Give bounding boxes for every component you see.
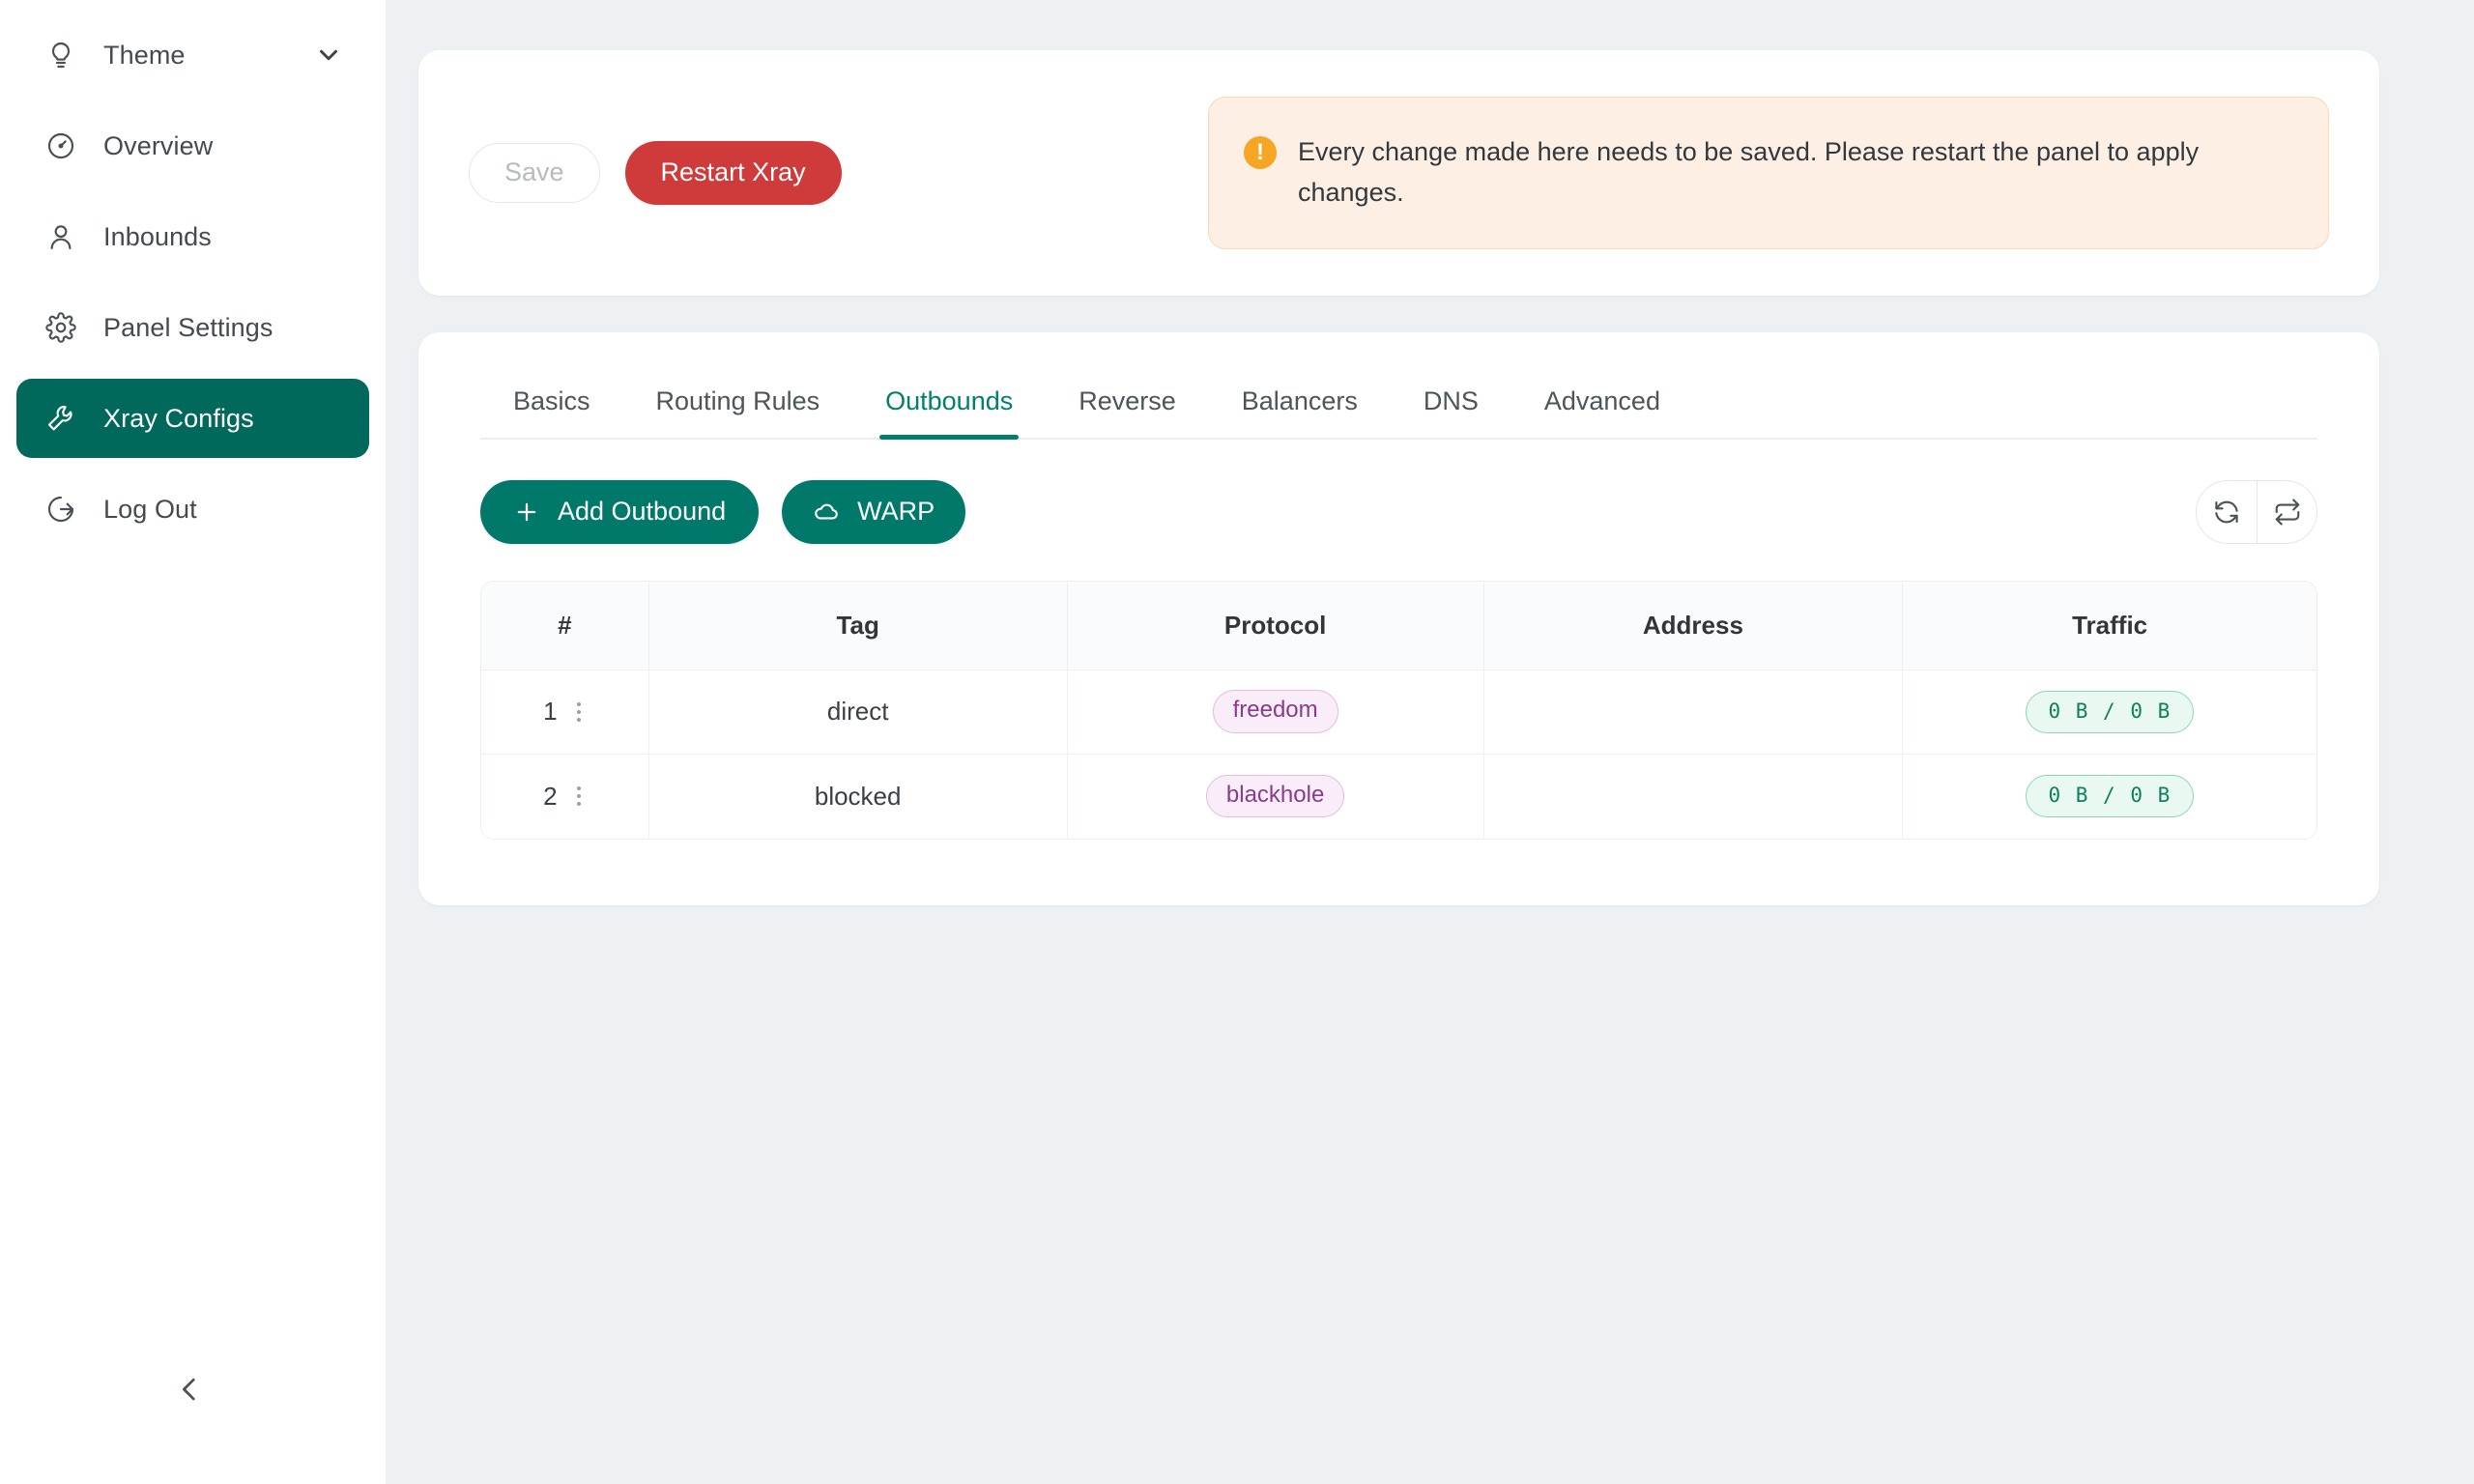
row-number: 2: [543, 781, 558, 811]
traffic-badge: 0 B / 0 B: [2026, 690, 2194, 733]
config-tabs: Basics Routing Rules Outbounds Reverse B…: [480, 332, 2317, 440]
cell-traffic: 0 B / 0 B: [1903, 670, 2316, 755]
repeat-swap-icon[interactable]: [2257, 480, 2316, 543]
outbounds-toolbar: Add Outbound WARP: [480, 479, 2317, 544]
sidebar: Theme Overview: [0, 0, 386, 1484]
cell-traffic: 0 B / 0 B: [1903, 754, 2316, 839]
gear-icon: [43, 309, 79, 346]
column-header-address[interactable]: Address: [1483, 581, 1904, 671]
sidebar-item-label: Xray Configs: [103, 403, 254, 433]
xray-configs-panel: Basics Routing Rules Outbounds Reverse B…: [418, 331, 2379, 905]
chevron-left-icon: [173, 1373, 206, 1411]
table-head: # Tag Protocol Address Traffic: [481, 581, 2316, 671]
vertical-dots-icon[interactable]: [571, 699, 587, 726]
save-button[interactable]: Save: [469, 142, 600, 203]
cell-address: [1483, 754, 1904, 839]
main-content: Save Restart Xray ! Every change made he…: [386, 0, 2474, 1484]
alert-message: Every change made here needs to be saved…: [1298, 137, 2200, 207]
cell-tag: blocked: [648, 754, 1068, 839]
sidebar-item-xray-configs[interactable]: Xray Configs: [16, 379, 369, 458]
save-warning-alert: ! Every change made here needs to be sav…: [1208, 97, 2329, 249]
protocol-badge: freedom: [1212, 690, 1338, 733]
bulb-icon: [43, 37, 79, 73]
cell-protocol: blackhole: [1067, 754, 1484, 839]
logout-icon: [43, 491, 79, 528]
tab-reverse[interactable]: Reverse: [1046, 386, 1209, 438]
tab-label: Reverse: [1079, 385, 1176, 415]
column-header-protocol[interactable]: Protocol: [1067, 581, 1484, 671]
row-number: 1: [543, 697, 558, 727]
cell-index: 1: [481, 670, 649, 755]
warp-button[interactable]: WARP: [782, 479, 966, 544]
sidebar-item-inbounds[interactable]: Inbounds: [16, 197, 369, 276]
tab-balancers[interactable]: Balancers: [1209, 386, 1391, 438]
table-actions-group: [2196, 479, 2317, 544]
table-header-row: # Tag Protocol Address Traffic: [481, 581, 2316, 671]
exclamation-circle-icon: !: [1244, 136, 1277, 169]
tab-label: Routing Rules: [655, 385, 820, 415]
sidebar-item-panel-settings[interactable]: Panel Settings: [16, 288, 369, 367]
tab-label: DNS: [1423, 385, 1479, 415]
plus-icon: [513, 499, 540, 526]
tab-label: Advanced: [1543, 385, 1660, 415]
column-header-tag[interactable]: Tag: [648, 581, 1068, 671]
add-outbound-button[interactable]: Add Outbound: [480, 479, 760, 544]
sidebar-item-overview[interactable]: Overview: [16, 106, 369, 186]
cloud-icon: [813, 499, 840, 526]
traffic-badge: 0 B / 0 B: [2026, 775, 2194, 818]
tab-label: Basics: [513, 385, 590, 415]
sidebar-item-label: Log Out: [103, 494, 197, 524]
outbounds-table: # Tag Protocol Address Traffic 1: [480, 580, 2317, 840]
sidebar-item-log-out[interactable]: Log Out: [16, 470, 369, 549]
sidebar-item-label: Overview: [103, 130, 214, 160]
tab-routing-rules[interactable]: Routing Rules: [623, 386, 853, 438]
sidebar-item-label: Panel Settings: [103, 312, 273, 342]
wrench-icon: [43, 400, 79, 437]
sidebar-item-label: Inbounds: [103, 221, 212, 251]
chevron-down-icon[interactable]: [314, 41, 343, 70]
column-header-index[interactable]: #: [481, 581, 649, 671]
cell-protocol: freedom: [1067, 670, 1484, 755]
cell-tag: direct: [648, 670, 1068, 755]
action-bar-card: Save Restart Xray ! Every change made he…: [418, 50, 2379, 296]
sidebar-item-label: Theme: [103, 40, 186, 70]
cell-index: 2: [481, 754, 649, 839]
sidebar-collapse-button[interactable]: [166, 1368, 213, 1414]
tab-outbounds[interactable]: Outbounds: [852, 385, 1046, 440]
user-icon: [43, 218, 79, 255]
tab-label: Outbounds: [885, 385, 1014, 415]
table-body: 1 direct freedom 0 B / 0 B: [481, 670, 2316, 839]
sidebar-nav-list: Theme Overview: [0, 15, 386, 549]
tab-label: Balancers: [1241, 385, 1358, 415]
sync-refresh-icon[interactable]: [2197, 481, 2257, 543]
protocol-badge: blackhole: [1205, 774, 1345, 818]
vertical-dots-icon[interactable]: [571, 783, 587, 810]
warp-label: WARP: [857, 497, 935, 527]
tab-advanced[interactable]: Advanced: [1511, 386, 1693, 438]
tab-basics[interactable]: Basics: [480, 386, 623, 438]
table-row[interactable]: 1 direct freedom 0 B / 0 B: [481, 670, 2316, 755]
dashboard-icon: [43, 128, 79, 164]
table-row[interactable]: 2 blocked blackhole 0 B / 0 B: [481, 754, 2316, 839]
sidebar-item-theme[interactable]: Theme: [16, 15, 369, 95]
column-header-traffic[interactable]: Traffic: [1903, 581, 2316, 671]
restart-xray-button[interactable]: Restart Xray: [624, 140, 842, 205]
cell-address: [1483, 670, 1904, 755]
add-outbound-label: Add Outbound: [558, 497, 727, 527]
tab-dns[interactable]: DNS: [1391, 386, 1511, 438]
